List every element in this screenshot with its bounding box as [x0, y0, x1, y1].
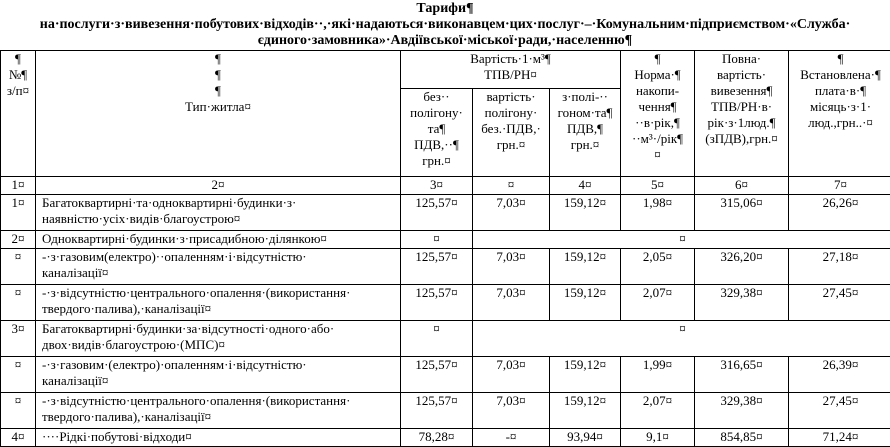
header-norm: ¶ Норма·¶ накопи- чення¶ ··в·рік,¶ ··м³·…	[621, 51, 695, 177]
full-cost: 326,20¤	[695, 249, 789, 285]
table-row: ¤-·з·газовим(електро)··опаленням·і·відсу…	[1, 249, 890, 285]
with-landfill-cost: 159,12¤	[550, 249, 621, 285]
header-housing-type: ¶ ¶ ¶ Тип·житла¤	[36, 51, 401, 177]
merged-empty-cell: ¤	[473, 321, 890, 357]
landfill-cost: 7,03¤	[473, 357, 550, 393]
monthly-fee: 27,18¤	[789, 249, 890, 285]
landfill-cost: 7,03¤	[473, 249, 550, 285]
no-landfill-cost: 125,57¤	[401, 249, 473, 285]
housing-type: ····Рідкі·побутові·відходи¤	[36, 429, 401, 447]
no-landfill-cost: 78,28¤	[401, 429, 473, 447]
housing-type: -·з·відсутністю·центрального·опалення·(в…	[36, 285, 401, 321]
row-number: 4¤	[1, 429, 36, 447]
housing-type: -·з·газовим(електро)··опаленням·і·відсут…	[36, 249, 401, 285]
header-full-cost: Повна· вартість· вивезення¶ ТПВ/РН·в· рі…	[695, 51, 789, 177]
column-number: 5¤	[621, 177, 695, 195]
monthly-fee: 27,45¤	[789, 285, 890, 321]
norm: 1,99¤	[621, 357, 695, 393]
header-no-landfill: без·· полігону· та¶ ПДВ,··¶ грн.¤	[401, 89, 473, 177]
landfill-cost: 7,03¤	[473, 285, 550, 321]
no-landfill-cost: 125,57¤	[401, 195, 473, 231]
empty-cell: ¤	[401, 321, 473, 357]
header-with-landfill: з·полі-·· гоном·та¶ ПДВ,¶ грн.¤	[550, 89, 621, 177]
housing-type: Багатоквартирні·будинки·за·відсутності·о…	[36, 321, 401, 357]
with-landfill-cost: 159,12¤	[550, 195, 621, 231]
column-number: 7¤	[789, 177, 890, 195]
norm: 9,1¤	[621, 429, 695, 447]
housing-type: -·з·газовим·(електро)·опаленням·і·відсут…	[36, 357, 401, 393]
row-number: 1¤	[1, 195, 36, 231]
with-landfill-cost: 159,12¤	[550, 285, 621, 321]
column-number: 2¤	[36, 177, 401, 195]
header-fee: ¶ Встановлена·¶ плата·в·¶ місяць·з·1· лю…	[789, 51, 890, 177]
column-number: 1¤	[1, 177, 36, 195]
tariff-table: ¶ №¶ з/п¤ ¶ ¶ ¶ Тип·житла¤ Вартість·1·м³…	[0, 50, 890, 447]
full-cost: 329,38¤	[695, 393, 789, 429]
empty-cell: ¤	[401, 231, 473, 249]
row-number: ¤	[1, 249, 36, 285]
landfill-cost: 7,03¤	[473, 393, 550, 429]
table-row: 2¤Одноквартирні·будинки·з·присадибною·ді…	[1, 231, 890, 249]
norm: 1,98¤	[621, 195, 695, 231]
header-number: ¶ №¶ з/п¤	[1, 51, 36, 177]
column-number: 6¤	[695, 177, 789, 195]
table-row: ¤-·з·газовим·(електро)·опаленням·і·відсу…	[1, 357, 890, 393]
document-subtitle: на·послуги·з·вивезення·побутових·відході…	[0, 17, 890, 49]
with-landfill-cost: 159,12¤	[550, 393, 621, 429]
table-row: 4¤····Рідкі·побутові·відходи¤78,28¤-¤93,…	[1, 429, 890, 447]
landfill-cost: 7,03¤	[473, 195, 550, 231]
table-row: 3¤Багатоквартирні·будинки·за·відсутності…	[1, 321, 890, 357]
norm: 2,07¤	[621, 393, 695, 429]
column-numbers-row: 1¤2¤3¤¤4¤5¤6¤7¤	[1, 177, 890, 195]
no-landfill-cost: 125,57¤	[401, 393, 473, 429]
full-cost: 316,65¤	[695, 357, 789, 393]
housing-type: Багатоквартирні·та·однoквартирні·будинки…	[36, 195, 401, 231]
full-cost: 854,85¤	[695, 429, 789, 447]
column-number: ¤	[473, 177, 550, 195]
monthly-fee: 26,26¤	[789, 195, 890, 231]
monthly-fee: 71,24¤	[789, 429, 890, 447]
row-number: 3¤	[1, 321, 36, 357]
housing-type: -·з·відсутністю·центрального·опалення·(в…	[36, 393, 401, 429]
table-row: ¤-·з·відсутністю·центрального·опалення·(…	[1, 285, 890, 321]
table-row: ¤-·з·відсутністю·центрального·опалення·(…	[1, 393, 890, 429]
row-number: ¤	[1, 393, 36, 429]
row-number: 2¤	[1, 231, 36, 249]
full-cost: 315,06¤	[695, 195, 789, 231]
with-landfill-cost: 93,94¤	[550, 429, 621, 447]
norm: 2,05¤	[621, 249, 695, 285]
row-number: ¤	[1, 285, 36, 321]
column-number: 4¤	[550, 177, 621, 195]
merged-empty-cell: ¤	[473, 231, 890, 249]
header-landfill-cost: вартість· полігону· без.·ПДВ,· грн.¤	[473, 89, 550, 177]
no-landfill-cost: 125,57¤	[401, 285, 473, 321]
document-title: Тарифи¶	[0, 0, 890, 17]
column-number: 3¤	[401, 177, 473, 195]
landfill-cost: -¤	[473, 429, 550, 447]
with-landfill-cost: 159,12¤	[550, 357, 621, 393]
monthly-fee: 26,39¤	[789, 357, 890, 393]
header-cost-group: Вартість·1·м³¶ ТПВ/РН¤	[401, 51, 621, 89]
table-row: 1¤Багатоквартирні·та·однoквартирні·будин…	[1, 195, 890, 231]
row-number: ¤	[1, 357, 36, 393]
no-landfill-cost: 125,57¤	[401, 357, 473, 393]
norm: 2,07¤	[621, 285, 695, 321]
full-cost: 329,38¤	[695, 285, 789, 321]
monthly-fee: 27,45¤	[789, 393, 890, 429]
housing-type: Одноквартирні·будинки·з·присадибною·діля…	[36, 231, 401, 249]
